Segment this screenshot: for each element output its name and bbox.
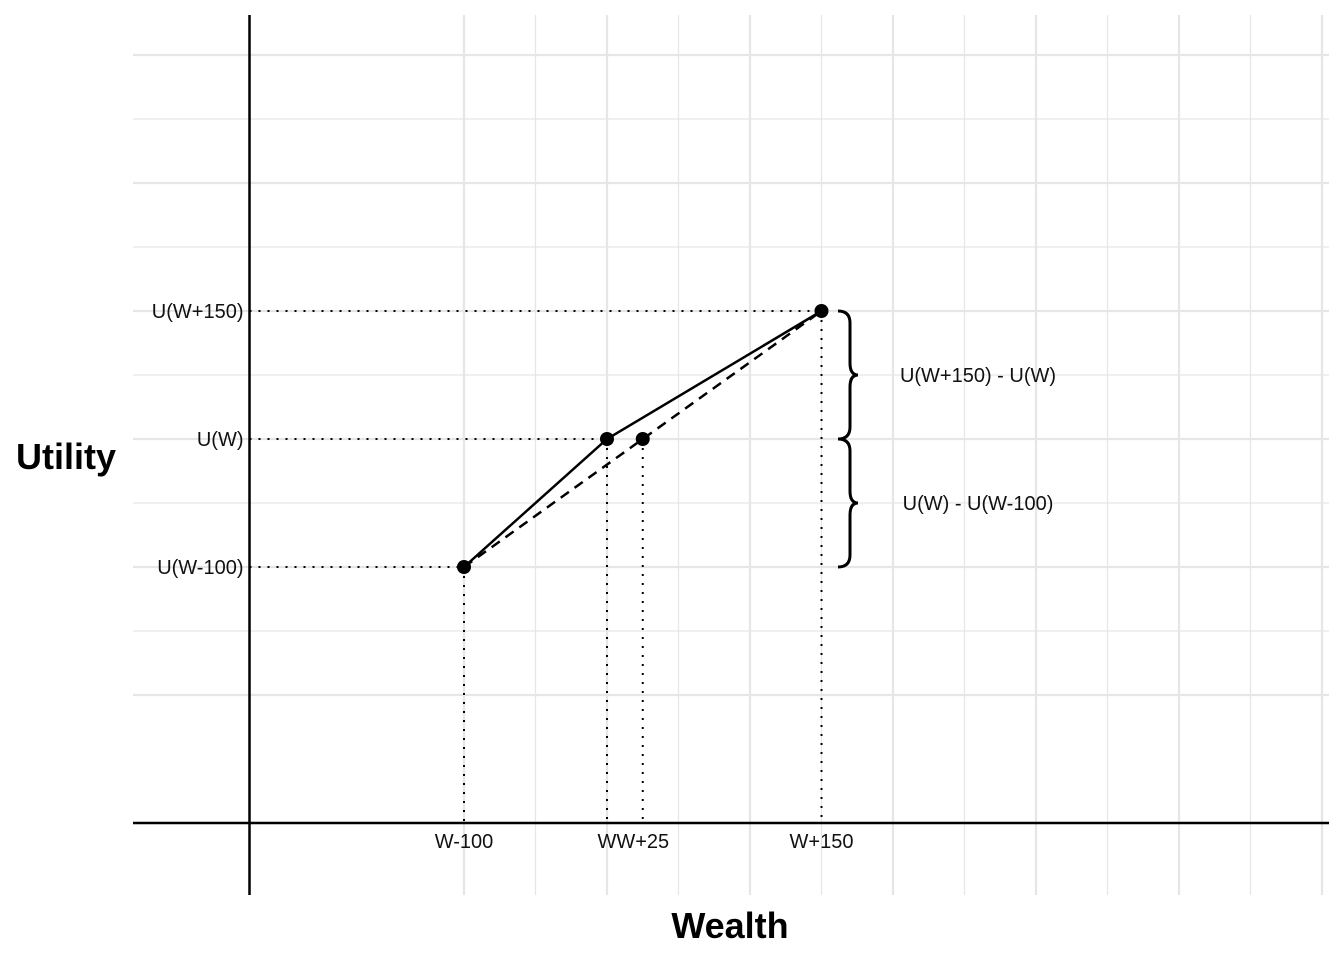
series-line-dashed	[463, 309, 823, 569]
y-tick-label: U(W+150)	[152, 301, 244, 323]
points	[457, 304, 829, 574]
grid	[133, 15, 1329, 895]
annotation-label: U(W) - U(W-100)	[903, 493, 1054, 515]
labels: W-100 W W+25 W+150 U(W+150) U(W) U(W-100)	[152, 301, 854, 853]
brace	[837, 437, 859, 569]
brace	[837, 309, 859, 441]
x-tick-label: W+150	[790, 831, 854, 853]
x-tick-label: W	[598, 831, 617, 853]
annotation-label: U(W+150) - U(W)	[900, 365, 1056, 387]
data-point	[635, 432, 650, 446]
x-tick-label: W+25	[616, 831, 669, 853]
data-point	[457, 560, 471, 574]
data-point	[814, 304, 829, 318]
x-tick-label: W-100	[435, 831, 494, 853]
axes	[133, 15, 1329, 895]
data-point	[600, 432, 614, 446]
y-axis-title: Utility	[16, 436, 116, 477]
guide-lines	[249, 310, 823, 823]
x-axis-title: Wealth	[671, 905, 788, 946]
y-tick-label: U(W)	[197, 429, 244, 451]
annotations: U(W+150) - U(W) U(W) - U(W-100)	[837, 309, 1056, 569]
y-tick-label: U(W-100)	[157, 557, 243, 579]
